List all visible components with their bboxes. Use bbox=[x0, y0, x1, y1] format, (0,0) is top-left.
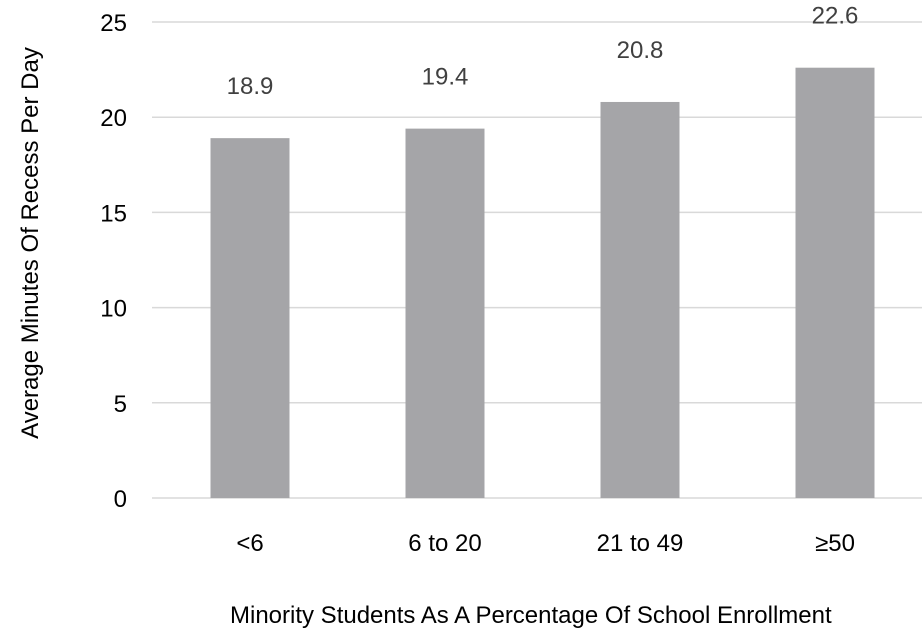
y-axis-tick-labels: 0 5 10 15 20 25 bbox=[100, 10, 127, 513]
y-tick-label: 25 bbox=[100, 10, 127, 37]
data-label: 22.6 bbox=[812, 3, 859, 30]
bar bbox=[795, 67, 875, 499]
y-tick-label: 0 bbox=[114, 486, 127, 513]
bar bbox=[405, 128, 485, 498]
y-tick-label: 20 bbox=[100, 105, 127, 132]
y-tick-label: 5 bbox=[114, 391, 127, 418]
x-axis-tick-labels: <6 6 to 20 21 to 49 ≥50 bbox=[236, 530, 855, 557]
bars bbox=[210, 67, 875, 499]
y-axis-title: Average Minutes Of Recess Per Day bbox=[17, 47, 44, 439]
x-axis-title: Minority Students As A Percentage Of Sch… bbox=[230, 602, 832, 629]
bar bbox=[210, 138, 290, 499]
x-tick-label: 6 to 20 bbox=[408, 530, 481, 557]
data-label: 20.8 bbox=[617, 37, 664, 64]
x-tick-label: 21 to 49 bbox=[597, 530, 684, 557]
data-labels: 18.9 19.4 20.8 22.6 bbox=[227, 3, 859, 100]
data-label: 18.9 bbox=[227, 73, 274, 100]
y-tick-label: 15 bbox=[100, 200, 127, 227]
data-label: 19.4 bbox=[422, 64, 469, 91]
x-tick-label: <6 bbox=[236, 530, 263, 557]
y-tick-label: 10 bbox=[100, 296, 127, 323]
bar bbox=[600, 101, 680, 498]
x-tick-label: ≥50 bbox=[815, 530, 855, 557]
